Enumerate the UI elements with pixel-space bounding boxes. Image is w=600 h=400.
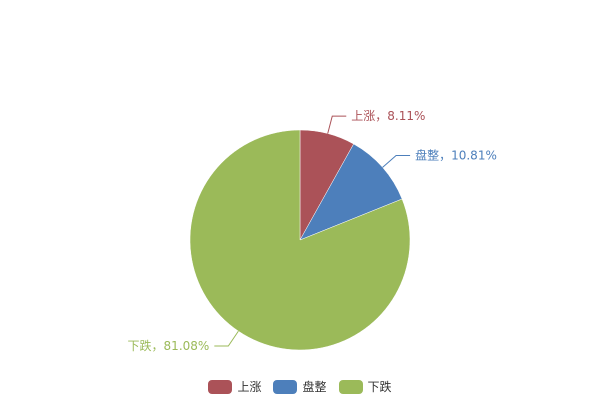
legend-label-down: 下跌 xyxy=(367,380,392,394)
legend-label-flat: 盘整 xyxy=(302,380,327,394)
legend-label-up: 上涨 xyxy=(237,380,262,394)
slice-label-2: 下跌，81.08% xyxy=(128,338,210,353)
label-line-0 xyxy=(327,115,347,134)
slice-label-1: 盘整，10.81% xyxy=(415,147,497,162)
pie-slice-1[interactable] xyxy=(299,143,403,241)
legend: 上涨 盘整 下跌 xyxy=(0,378,600,395)
legend-swatch-down xyxy=(338,379,363,394)
label-line-2 xyxy=(214,330,239,347)
label-line-1 xyxy=(382,154,411,168)
pie-slice-2[interactable] xyxy=(189,129,411,351)
legend-item-down[interactable]: 下跌 xyxy=(338,378,392,395)
legend-swatch-up xyxy=(208,379,233,394)
legend-swatch-flat xyxy=(273,379,298,394)
legend-item-up[interactable]: 上涨 xyxy=(208,378,261,395)
legend-item-flat[interactable]: 盘整 xyxy=(273,378,327,395)
slice-label-0: 上涨，8.11% xyxy=(351,108,425,123)
